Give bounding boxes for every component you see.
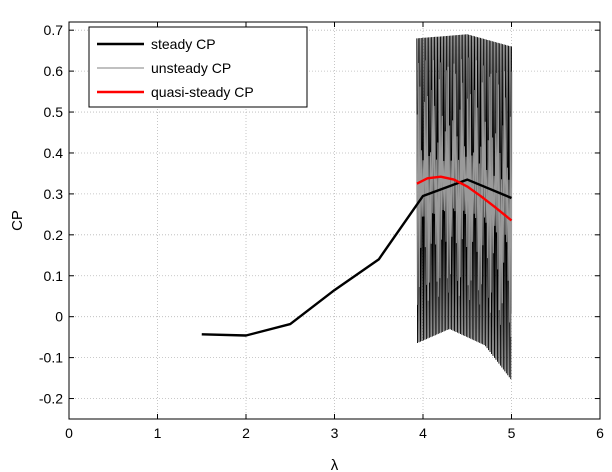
y-tick-label: 0.7 — [44, 22, 64, 38]
y-tick-label: 0.5 — [44, 104, 64, 120]
x-tick-label: 4 — [419, 425, 427, 441]
legend-entry-unsteady-cp: unsteady CP — [151, 60, 231, 76]
y-tick-label: 0.4 — [44, 145, 64, 161]
x-tick-label: 5 — [508, 425, 516, 441]
legend: steady CP unsteady CP quasi-steady CP — [88, 26, 308, 108]
y-tick-label: 0 — [55, 309, 63, 325]
x-tick-label: 6 — [596, 425, 604, 441]
legend-entry-quasi-steady-cp: quasi-steady CP — [151, 84, 254, 100]
line-series — [201, 175, 513, 337]
unsteady-cp-oscillation — [416, 34, 512, 380]
axis-ticks: 0 1 2 3 4 5 6 -0.2 -0.1 0 0.1 0.2 0.3 0.4 0.5 0.6 0.7 — [39, 22, 604, 441]
y-tick-label: 0.2 — [44, 227, 64, 243]
y-tick-label: 0.1 — [44, 268, 64, 284]
x-tick-label: 3 — [331, 425, 339, 441]
y-tick-label: 0.3 — [44, 186, 64, 202]
legend-box — [88, 26, 308, 108]
y-tick-label: 0.6 — [44, 63, 64, 79]
x-tick-label: 0 — [65, 425, 73, 441]
y-tick-label: -0.1 — [39, 350, 63, 366]
legend-entry-steady-cp: steady CP — [151, 36, 216, 52]
x-axis-label: λ — [331, 457, 339, 472]
y-axis-label: CP — [9, 210, 26, 231]
x-tick-label: 2 — [242, 425, 250, 441]
y-tick-label: -0.2 — [39, 391, 63, 407]
quasi-steady-cp-line — [416, 175, 513, 222]
x-tick-label: 1 — [154, 425, 162, 441]
